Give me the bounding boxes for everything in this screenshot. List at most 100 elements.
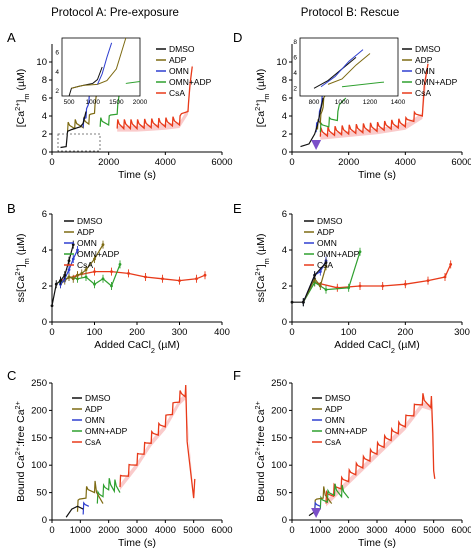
y-tick-label: 10: [36, 57, 47, 68]
data-point: [50, 304, 54, 308]
inset-series-omn-adp: [125, 81, 141, 84]
x-tick-label: 6000: [211, 525, 232, 536]
data-point: [443, 275, 447, 279]
legend-label: OMN+ADP: [415, 77, 458, 87]
x-tick-label: 6000: [451, 525, 471, 536]
legend-label: OMN: [169, 66, 189, 76]
inset-y-tick-label: 4: [293, 70, 297, 77]
x-tick-label: 0: [49, 525, 54, 536]
data-point: [178, 279, 181, 282]
inset-x-tick-label: 2000: [133, 99, 148, 106]
series-line-omn-adp: [319, 97, 347, 133]
y-tick-label: 6: [42, 209, 47, 220]
panel-E: E 0 100 200 300 0 2 4 6 Added CaCl2 (µM) ss[Ca2+]m…: [233, 201, 470, 355]
y-tick-label: 4: [42, 245, 47, 256]
panel-letter: E: [233, 201, 242, 216]
y-tick-label: 0: [282, 147, 287, 158]
inset-x-tick-label: 1000: [335, 99, 350, 106]
x-tick-label: 0: [289, 327, 294, 338]
inset-x-tick-label: 1500: [109, 99, 124, 106]
y-tick-label: 2: [42, 129, 47, 140]
data-point: [93, 282, 96, 286]
data-point: [118, 263, 122, 266]
data-point: [93, 257, 96, 261]
data-point: [347, 286, 351, 290]
data-point: [67, 275, 71, 279]
legend-label: ADP: [415, 55, 433, 65]
inset-x-tick-label: 500: [64, 99, 75, 106]
x-tick-label: 200: [129, 327, 145, 338]
legend-label: CsA: [85, 437, 101, 447]
inset-series-omn-adp: [341, 81, 385, 88]
x-tick-label: 0: [49, 327, 54, 338]
data-point: [290, 300, 294, 304]
legend-label: OMN: [317, 238, 337, 248]
x-tick-label: 0: [289, 157, 294, 168]
data-point: [127, 272, 130, 275]
data-point: [195, 277, 198, 281]
y-tick-label: 50: [276, 488, 287, 499]
zoom-region-box: [57, 133, 101, 152]
legend-label: CsA: [415, 88, 431, 98]
inset-y-tick-label: 6: [293, 54, 297, 61]
inset-y-tick-label: 6: [55, 50, 59, 57]
legend-label: CsA: [77, 260, 93, 270]
x-tick-label: 100: [341, 327, 357, 338]
panel-D: D 0 2000 4000 6000 0 2 4 6 8 10 Time (s) [Ca2+]m (µM…: [233, 30, 471, 181]
data-point: [76, 273, 79, 277]
x-axis-label: Time (s): [358, 537, 396, 549]
data-point: [76, 248, 79, 252]
x-tick-label: 5000: [423, 525, 444, 536]
x-axis-label: Time (s): [118, 537, 156, 549]
series-line-dmso: [300, 97, 324, 148]
legend-label: DMSO: [415, 44, 441, 54]
y-tick-label: 250: [31, 378, 47, 389]
x-tick-label: 0: [49, 157, 54, 168]
x-tick-label: 2000: [98, 525, 119, 536]
panel-A: A 0 2000 4000 6000 0 2 4 6 8 10 Time (s) [Ca2+]m (µM…: [7, 30, 233, 181]
data-point: [161, 277, 164, 281]
inset-series-omn: [320, 49, 364, 88]
x-tick-label: 4000: [395, 157, 416, 168]
series-line-dmso: [60, 111, 87, 149]
data-point: [358, 284, 362, 288]
panel-F: F 0 1000 2000 3000 4000 5000 6000 0 50 100 150 200 25…: [233, 368, 471, 549]
y-tick-label: 0: [282, 317, 287, 328]
data-point: [93, 270, 96, 273]
panel-letter: A: [7, 30, 16, 45]
data-point: [318, 284, 322, 288]
data-point: [80, 272, 84, 275]
legend-label: DMSO: [317, 216, 343, 226]
data-point: [318, 270, 322, 273]
inset-chart: 500 1000 1500 2000 2 4 6: [55, 37, 148, 106]
data-point: [84, 275, 88, 279]
series-line-dmso: [51, 244, 74, 306]
y-tick-label: 100: [271, 460, 287, 471]
y-tick-label: 6: [282, 93, 287, 104]
data-point: [101, 277, 105, 281]
legend-label: CsA: [169, 88, 185, 98]
inset-y-tick-label: 2: [55, 88, 59, 95]
data-point: [403, 282, 407, 286]
csa-error-band: [326, 401, 434, 507]
inset-series-dmso: [313, 56, 357, 89]
x-tick-label: 200: [397, 327, 413, 338]
x-axis-label: Added CaCl2 (µM): [94, 339, 179, 355]
series-line-adp: [302, 266, 327, 303]
panel-letter: C: [7, 368, 16, 383]
data-point: [71, 277, 75, 281]
y-tick-label: 10: [276, 57, 287, 68]
data-point: [381, 284, 385, 288]
y-axis-label: Bound Ca2+:free Ca2+: [253, 401, 268, 502]
data-point: [84, 268, 88, 272]
treatment-arrow-icon: [311, 508, 322, 518]
data-point: [71, 243, 75, 247]
legend-label: ADP: [85, 404, 103, 414]
x-tick-label: 400: [214, 327, 230, 338]
legend-label: DMSO: [325, 393, 351, 403]
y-tick-label: 2: [42, 281, 47, 292]
y-tick-label: 4: [282, 245, 287, 256]
x-axis-label: Time (s): [358, 169, 396, 181]
series-line-omn-adp: [319, 483, 350, 510]
series-line-adp: [76, 480, 104, 512]
